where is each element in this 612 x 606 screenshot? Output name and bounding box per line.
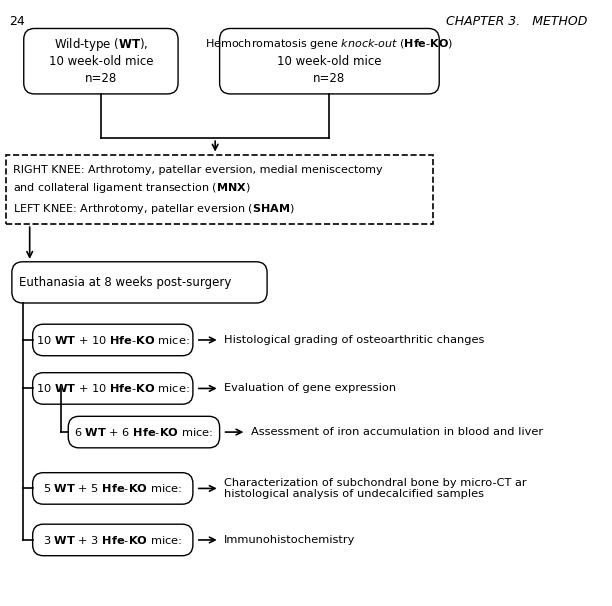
Text: 10 week-old mice: 10 week-old mice xyxy=(277,55,382,68)
Text: Histological grading of osteoarthritic changes: Histological grading of osteoarthritic c… xyxy=(225,335,485,345)
FancyBboxPatch shape xyxy=(32,324,193,356)
Text: Immunohistochemistry: Immunohistochemistry xyxy=(225,535,356,545)
Text: Assessment of iron accumulation in blood and liver: Assessment of iron accumulation in blood… xyxy=(251,427,543,437)
FancyBboxPatch shape xyxy=(12,262,267,303)
FancyBboxPatch shape xyxy=(220,28,439,94)
FancyBboxPatch shape xyxy=(32,373,193,404)
Text: n=28: n=28 xyxy=(85,72,117,85)
Text: 10 week-old mice: 10 week-old mice xyxy=(48,55,153,68)
Text: Evaluation of gene expression: Evaluation of gene expression xyxy=(225,384,397,393)
FancyBboxPatch shape xyxy=(69,416,220,448)
Text: 10 $\bf{WT}$ + 10 $\bf{Hfe}$-$\bf{KO}$ mice:: 10 $\bf{WT}$ + 10 $\bf{Hfe}$-$\bf{KO}$ m… xyxy=(36,334,190,346)
Text: Characterization of subchondral bone by micro-CT ar
histological analysis of und: Characterization of subchondral bone by … xyxy=(225,478,527,499)
FancyBboxPatch shape xyxy=(24,28,178,94)
Text: 24: 24 xyxy=(9,15,24,28)
Text: n=28: n=28 xyxy=(313,72,346,85)
Text: LEFT KNEE: Arthrotomy, patellar eversion ($\bf{SHAM}$): LEFT KNEE: Arthrotomy, patellar eversion… xyxy=(13,202,295,216)
Text: Euthanasia at 8 weeks post-surgery: Euthanasia at 8 weeks post-surgery xyxy=(19,276,231,289)
Text: Hemochromatosis gene $\it{knock}$-$\it{out}$ ($\bf{Hfe}$-$\bf{KO}$): Hemochromatosis gene $\it{knock}$-$\it{o… xyxy=(206,37,453,51)
Text: and collateral ligament transection ($\bf{MNX}$): and collateral ligament transection ($\b… xyxy=(13,181,250,195)
Text: Wild-type ($\bf{WT}$),: Wild-type ($\bf{WT}$), xyxy=(54,36,148,53)
FancyBboxPatch shape xyxy=(6,155,433,224)
Text: CHAPTER 3.   METHOD: CHAPTER 3. METHOD xyxy=(446,15,588,28)
FancyBboxPatch shape xyxy=(32,473,193,504)
Text: 6 $\bf{WT}$ + 6 $\bf{Hfe}$-$\bf{KO}$ mice:: 6 $\bf{WT}$ + 6 $\bf{Hfe}$-$\bf{KO}$ mic… xyxy=(74,426,214,438)
Text: RIGHT KNEE: Arthrotomy, patellar eversion, medial meniscectomy: RIGHT KNEE: Arthrotomy, patellar eversio… xyxy=(13,165,382,175)
Text: 10 $\bf{WT}$ + 10 $\bf{Hfe}$-$\bf{KO}$ mice:: 10 $\bf{WT}$ + 10 $\bf{Hfe}$-$\bf{KO}$ m… xyxy=(36,382,190,395)
FancyBboxPatch shape xyxy=(32,524,193,556)
Text: 3 $\bf{WT}$ + 3 $\bf{Hfe}$-$\bf{KO}$ mice:: 3 $\bf{WT}$ + 3 $\bf{Hfe}$-$\bf{KO}$ mic… xyxy=(43,534,182,546)
Text: 5 $\bf{WT}$ + 5 $\bf{Hfe}$-$\bf{KO}$ mice:: 5 $\bf{WT}$ + 5 $\bf{Hfe}$-$\bf{KO}$ mic… xyxy=(43,482,182,494)
